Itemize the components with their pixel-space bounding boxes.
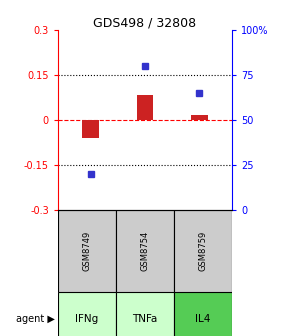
Bar [174, 210, 232, 292]
Bar [58, 210, 116, 292]
Title: GDS498 / 32808: GDS498 / 32808 [93, 16, 197, 29]
Bar [116, 210, 174, 292]
Text: IL4: IL4 [195, 314, 211, 324]
Bar [116, 292, 174, 336]
Bar [82, 120, 99, 138]
Bar [191, 115, 208, 120]
Bar [58, 292, 116, 336]
Text: GSM8749: GSM8749 [82, 231, 92, 271]
Text: GSM8754: GSM8754 [140, 231, 150, 271]
Text: agent ▶: agent ▶ [16, 314, 55, 324]
Text: TNFa: TNFa [132, 314, 158, 324]
Text: GSM8759: GSM8759 [198, 231, 208, 271]
Bar [137, 95, 153, 120]
Text: IFNg: IFNg [75, 314, 99, 324]
Bar [174, 292, 232, 336]
